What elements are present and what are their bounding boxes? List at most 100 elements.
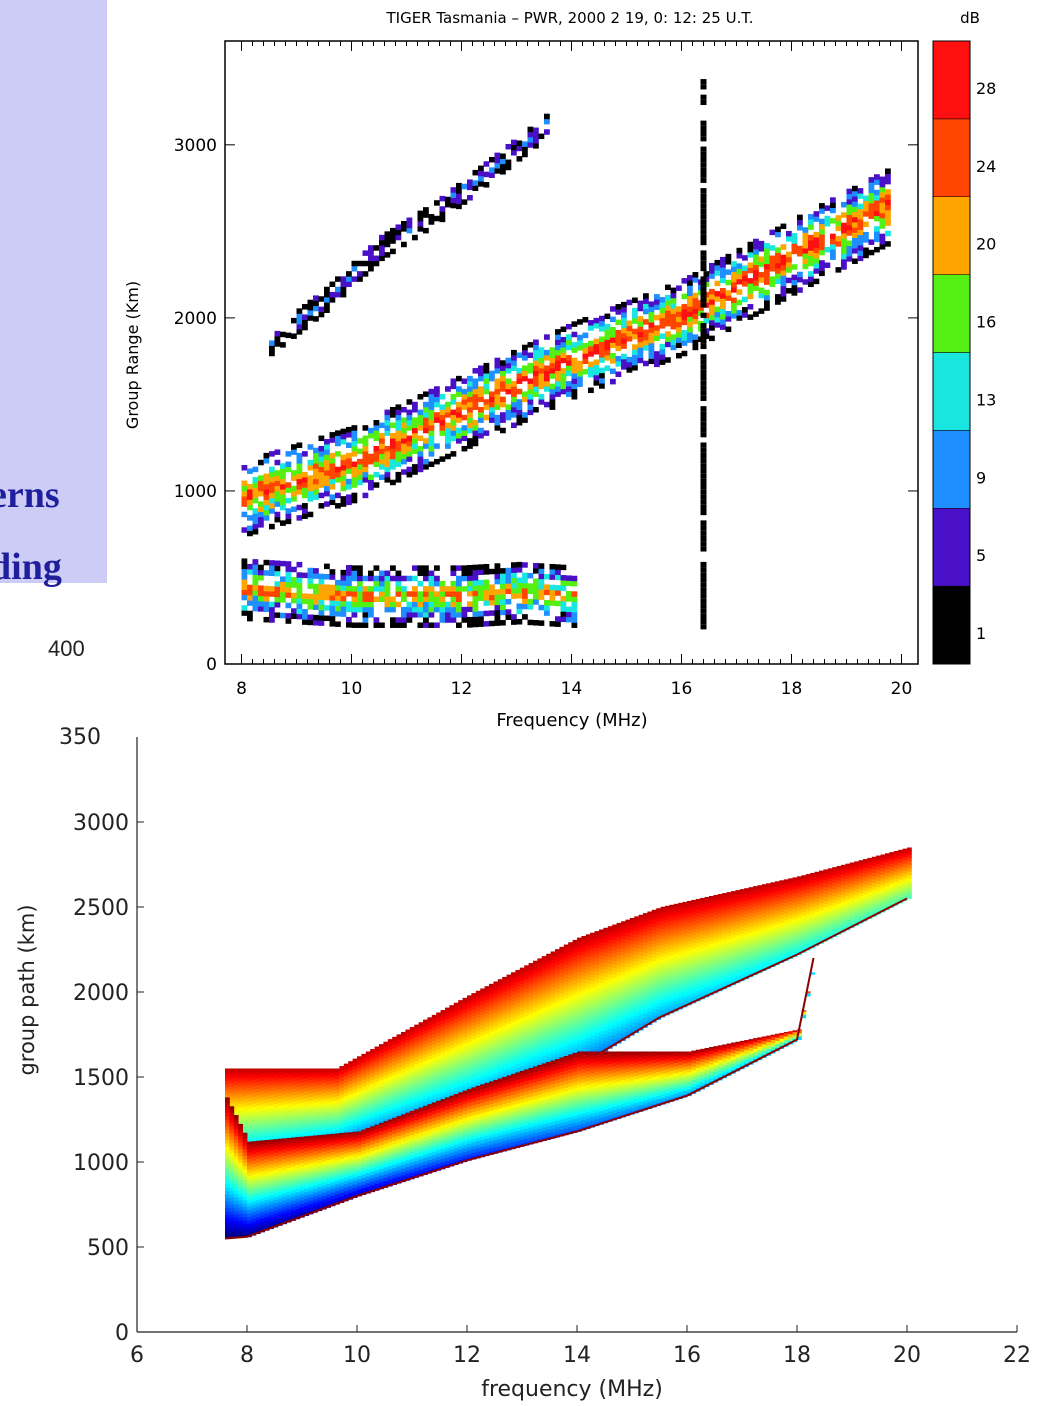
bottom-heat-cell (458, 1068, 463, 1073)
top-heat-cell (269, 466, 275, 473)
top-heat-cell (296, 593, 303, 599)
top-heat-cell (769, 265, 776, 272)
top-heat-cell (395, 617, 402, 623)
bottom-heat-cell (418, 1065, 424, 1070)
bottom-heat-cell (484, 1009, 490, 1014)
top-heat-cell (549, 399, 556, 405)
bottom-heat-cell (449, 1064, 455, 1069)
bottom-heat-cell (445, 1042, 450, 1047)
top-heat-cell (775, 294, 781, 300)
top-heat-cell (654, 299, 660, 305)
bottom-heat-cell (330, 1093, 336, 1098)
top-heat-cell (247, 584, 253, 591)
top-heat-cell (434, 215, 440, 222)
bottom-heat-cell (524, 1002, 529, 1006)
top-heat-cell (395, 435, 402, 442)
bottom-heat-cell (365, 1053, 371, 1058)
top-heat-cell (626, 330, 633, 337)
top-heat-cell (340, 580, 347, 586)
bottom-heat-cell (233, 1111, 239, 1116)
bottom-heat-cell (321, 1116, 327, 1121)
top-heat-cell (516, 399, 523, 405)
top-heat-cell (846, 209, 853, 215)
top-heat-cell (665, 315, 671, 322)
bottom-heat-cell (260, 1097, 265, 1102)
bottom-heat-cell (572, 1044, 578, 1049)
bottom-heat-cell (273, 1110, 279, 1115)
bottom-heat-cell (401, 1061, 406, 1066)
bottom-heat-cell (335, 1075, 340, 1080)
top-heat-cell (830, 254, 836, 260)
bottom-heat-cell (484, 1006, 490, 1011)
bottom-heat-cell (427, 1021, 433, 1026)
top-heat-cell (489, 412, 495, 418)
bottom-heat-cell (427, 1089, 433, 1094)
top-heat-cell (582, 348, 589, 354)
bottom-heat-cell (427, 1079, 433, 1084)
top-heat-cell (549, 347, 556, 353)
top-heat-cell (632, 297, 638, 304)
bottom-heat-cell (511, 1055, 516, 1060)
top-heat-cell (324, 302, 330, 308)
bottom-heat-cell (480, 997, 485, 1002)
top-heat-cell (258, 516, 264, 523)
top-heat-cell (879, 244, 886, 250)
bottom-heat-cell (264, 1126, 270, 1131)
top-heat-cell (527, 409, 534, 416)
top-heat-cell (615, 335, 622, 341)
top-heat-cell (637, 352, 644, 358)
bottom-heat-cell (484, 1023, 490, 1028)
bottom-heat-cell (471, 1059, 477, 1064)
bottom-heat-cell (577, 937, 582, 942)
top-heat-cell (494, 394, 501, 400)
bottom-heat-cell (484, 1077, 490, 1082)
bottom-heat-cell (436, 1096, 441, 1101)
bottom-heat-cell (528, 1057, 534, 1062)
bottom-heat-cell (383, 1102, 389, 1106)
top-heat-cell (879, 181, 886, 188)
top-heat-cell (302, 477, 308, 483)
top-heat-cell (450, 612, 457, 618)
bottom-heat-cell (577, 947, 582, 952)
top-heat-cell (670, 313, 677, 320)
top-heat-cell (577, 360, 583, 367)
bottom-heat-cell (251, 1076, 257, 1080)
bottom-heat-cell (511, 1041, 516, 1046)
top-heat-cell (700, 489, 707, 495)
top-heat-cell (511, 391, 517, 397)
bottom-heat-cell (524, 1022, 529, 1027)
top-heat-cell (291, 490, 297, 497)
bottom-heat-cell (282, 1068, 287, 1071)
top-heat-cell (390, 438, 396, 444)
bottom-heat-cell (277, 1105, 283, 1110)
top-heat-cell (494, 615, 501, 621)
top-heat-cell (687, 321, 693, 328)
bottom-heat-cell (423, 1019, 428, 1024)
bottom-heat-cell (304, 1091, 309, 1095)
bottom-heat-cell (489, 1068, 494, 1073)
bottom-heat-cell (581, 996, 587, 1000)
bottom-heat-cell (436, 1069, 441, 1074)
bottom-heat-cell (392, 1092, 397, 1096)
top-heat-cell (395, 575, 402, 582)
bottom-heat-cell (572, 1007, 578, 1012)
top-heat-cell (494, 604, 501, 611)
top-heat-cell (593, 359, 600, 365)
top-heat-cell (544, 381, 550, 387)
top-heat-cell (857, 208, 864, 215)
bottom-heat-cell (559, 1030, 565, 1035)
top-heat-cell (478, 417, 484, 423)
bottom-heat-cell (374, 1050, 380, 1055)
top-heat-cell (659, 354, 666, 360)
bottom-heat-cell (343, 1072, 349, 1076)
bottom-heat-cell (533, 977, 538, 982)
top-heat-cell (758, 240, 765, 247)
top-heat-cell (291, 470, 297, 476)
top-heat-cell (516, 156, 523, 162)
top-heat-cell (863, 205, 869, 212)
top-heat-cell (445, 586, 451, 592)
top-heat-cell (769, 276, 776, 282)
bottom-heat-cell (533, 1045, 538, 1050)
top-heat-cell (700, 406, 707, 412)
top-heat-cell (775, 252, 781, 259)
